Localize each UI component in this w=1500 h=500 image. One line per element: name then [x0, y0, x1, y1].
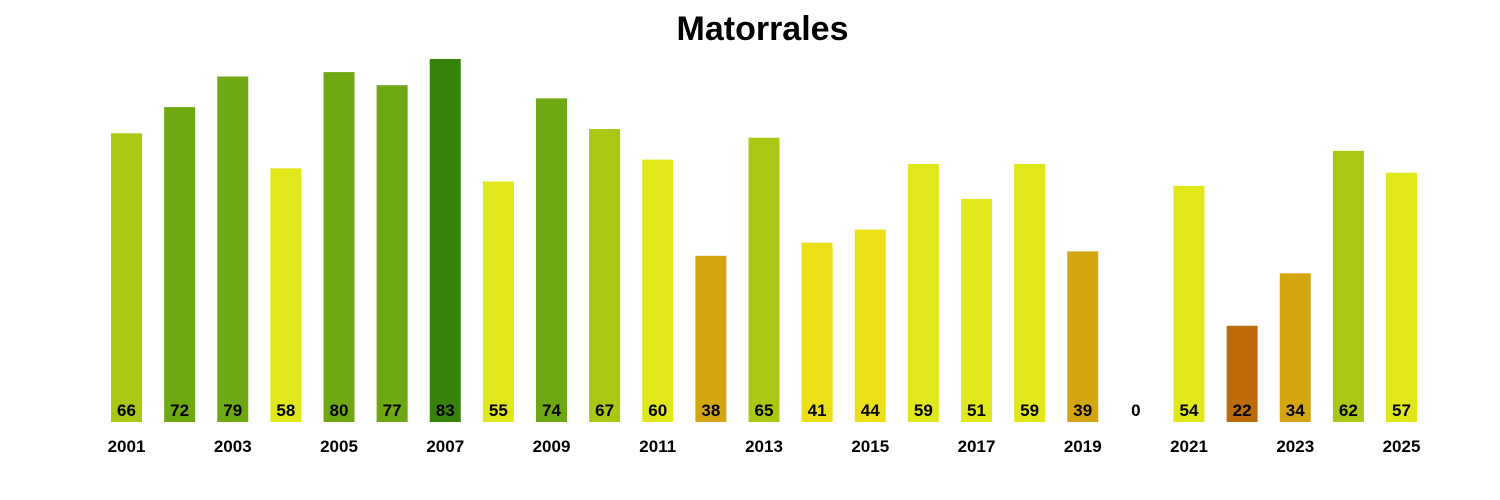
value-label-2021: 54 — [1180, 401, 1199, 420]
bar-2025 — [1386, 172, 1417, 422]
x-tick-label-2009: 2009 — [533, 437, 571, 456]
x-tick-label-2021: 2021 — [1170, 437, 1208, 456]
value-label-2019: 39 — [1073, 401, 1092, 420]
x-tick-label-2011: 2011 — [639, 437, 676, 456]
bar-2012 — [695, 255, 727, 422]
bar-2009 — [536, 98, 567, 423]
bar-2023 — [1279, 273, 1311, 422]
x-tick-label-2007: 2007 — [426, 437, 464, 456]
bar-2019 — [1067, 251, 1099, 422]
bar-2015 — [854, 229, 886, 422]
value-label-2016: 59 — [914, 401, 933, 420]
value-label-2020: 0 — [1131, 401, 1140, 420]
value-label-2022: 22 — [1233, 401, 1252, 420]
bar-2022 — [1226, 325, 1258, 422]
bar-2024 — [1332, 150, 1364, 422]
bar-2014 — [801, 242, 833, 422]
x-tick-label-2023: 2023 — [1276, 437, 1314, 456]
value-label-2015: 44 — [861, 401, 880, 420]
value-label-2008: 55 — [489, 401, 508, 420]
value-label-2023: 34 — [1286, 401, 1305, 420]
value-label-2007: 83 — [436, 401, 455, 420]
value-label-2014: 41 — [808, 401, 827, 420]
bar-2007 — [429, 59, 461, 422]
x-tick-label-2003: 2003 — [214, 437, 252, 456]
value-label-2003: 79 — [223, 401, 242, 420]
value-label-2009: 74 — [542, 401, 561, 420]
x-tick-label-2017: 2017 — [958, 437, 996, 456]
bar-2017 — [961, 198, 992, 422]
bar-2002 — [164, 107, 196, 423]
bar-2005 — [323, 72, 355, 423]
x-tick-label-2013: 2013 — [745, 437, 783, 456]
value-label-2010: 67 — [595, 401, 614, 420]
x-tick-label-2025: 2025 — [1383, 437, 1421, 456]
value-label-2013: 65 — [755, 401, 774, 420]
value-label-2004: 58 — [276, 401, 295, 420]
value-label-2012: 38 — [701, 401, 720, 420]
x-tick-label-2019: 2019 — [1064, 437, 1102, 456]
bar-2013 — [748, 137, 780, 422]
x-tick-label-2015: 2015 — [851, 437, 889, 456]
value-label-2006: 77 — [383, 401, 402, 420]
bar-2018 — [1014, 163, 1046, 422]
chart-title: Matorrales — [676, 10, 849, 48]
bar-2001 — [111, 133, 142, 422]
value-label-2024: 62 — [1339, 401, 1358, 420]
bar-2008 — [482, 181, 514, 422]
value-label-2025: 57 — [1392, 401, 1411, 420]
bar-2016 — [907, 163, 939, 422]
bar-2021 — [1173, 185, 1205, 422]
bar-2006 — [376, 85, 408, 423]
x-tick-label-2005: 2005 — [320, 437, 358, 456]
value-label-2001: 66 — [117, 401, 136, 420]
bar-2004 — [270, 168, 302, 422]
value-label-2011: 60 — [648, 401, 667, 420]
value-label-2005: 80 — [330, 401, 349, 420]
value-label-2017: 51 — [967, 401, 986, 420]
value-label-2002: 72 — [170, 401, 189, 420]
x-tick-label-2001: 2001 — [108, 437, 146, 456]
bar-2011 — [642, 159, 674, 422]
value-label-2018: 59 — [1020, 401, 1039, 420]
bar-2010 — [589, 128, 621, 423]
bar-2003 — [217, 76, 249, 423]
